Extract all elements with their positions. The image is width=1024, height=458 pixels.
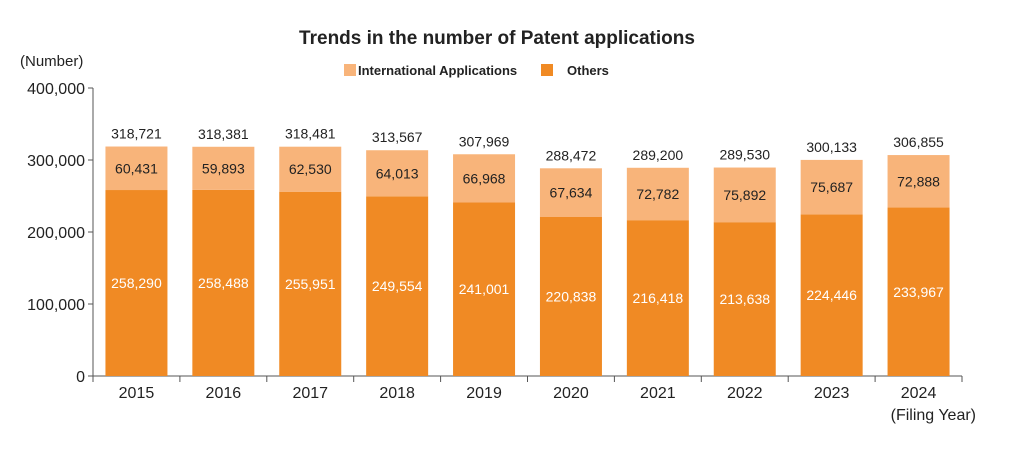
international-value-label: 62,530	[289, 161, 332, 177]
bar-others-2018	[366, 196, 429, 376]
bar-international-2021	[626, 167, 689, 221]
others-value-label: 258,290	[111, 275, 162, 291]
total-value-label: 318,721	[111, 126, 162, 142]
bar-others-2024	[887, 207, 950, 376]
bar-international-2019	[453, 154, 516, 203]
bar-international-2018	[366, 150, 429, 197]
y-axis-unit-label: (Number)	[20, 53, 83, 70]
international-value-label: 67,634	[550, 185, 593, 201]
x-tick-label: 2017	[292, 385, 328, 402]
x-tick-label: 2018	[379, 385, 415, 402]
bar-international-2023	[800, 159, 863, 215]
bar-others-2023	[800, 214, 863, 376]
bar-international-2024	[887, 155, 950, 208]
total-value-label: 288,472	[546, 147, 597, 163]
international-value-label: 64,013	[376, 165, 419, 181]
bars	[105, 146, 950, 376]
bar-international-2020	[539, 168, 602, 217]
international-value-label: 72,782	[636, 186, 679, 202]
total-value-label: 318,381	[198, 126, 249, 142]
bar-others-2016	[192, 189, 255, 376]
x-tick-label: 2020	[553, 385, 589, 402]
total-value-label: 307,969	[459, 133, 510, 149]
legend-swatch-international	[344, 64, 356, 76]
y-tick-label: 100,000	[27, 297, 85, 314]
international-value-label: 60,431	[115, 160, 158, 176]
x-axis-label: (Filing Year)	[891, 407, 976, 424]
others-value-label: 258,488	[198, 275, 249, 291]
y-tick-label: 200,000	[27, 225, 85, 242]
x-tick-label: 2023	[814, 385, 850, 402]
chart-title: Trends in the number of Patent applicati…	[299, 28, 695, 49]
bar-international-2016	[192, 146, 255, 190]
legend: International Applications Others	[344, 63, 609, 78]
y-tick-label: 300,000	[27, 153, 85, 170]
others-value-label: 233,967	[893, 284, 944, 300]
others-value-label: 224,446	[806, 287, 857, 303]
bar-others-2015	[105, 190, 168, 376]
others-value-label: 213,638	[719, 291, 770, 307]
total-value-label: 289,200	[633, 147, 684, 163]
bar-international-2022	[713, 167, 776, 223]
international-value-label: 75,687	[810, 179, 853, 195]
total-value-label: 318,481	[285, 126, 336, 142]
total-value-label: 300,133	[806, 139, 857, 155]
legend-label-others: Others	[567, 63, 609, 78]
x-tick-label: 2021	[640, 385, 676, 402]
x-tick-label: 2024	[901, 385, 937, 402]
axes: 0 100,000 200,000 300,000 400,000	[27, 81, 963, 386]
others-value-label: 249,554	[372, 278, 423, 294]
bar-international-2015	[105, 146, 168, 191]
value-labels: 258,290 60,431 318,721 2015 258,488 59,893 318…	[111, 126, 944, 402]
total-value-label: 289,530	[719, 147, 770, 163]
others-value-label: 255,951	[285, 276, 336, 292]
x-tick-label: 2019	[466, 385, 502, 402]
international-value-label: 75,892	[723, 187, 766, 203]
total-value-label: 306,855	[893, 134, 944, 150]
international-value-label: 66,968	[463, 170, 506, 186]
bar-international-2017	[279, 146, 342, 192]
x-tick-label: 2016	[206, 385, 242, 402]
international-value-label: 59,893	[202, 160, 245, 176]
others-value-label: 220,838	[546, 288, 597, 304]
y-tick-label: 0	[76, 369, 85, 386]
others-value-label: 241,001	[459, 281, 510, 297]
x-tick-label: 2015	[119, 385, 155, 402]
x-tick-label: 2022	[727, 385, 763, 402]
y-tick-label: 400,000	[27, 81, 85, 98]
international-value-label: 72,888	[897, 173, 940, 189]
bar-others-2019	[453, 202, 516, 376]
legend-label-international: International Applications	[358, 63, 517, 78]
others-value-label: 216,418	[633, 290, 684, 306]
bar-others-2020	[539, 216, 602, 376]
bar-others-2017	[279, 191, 342, 376]
bar-others-2021	[626, 220, 689, 376]
legend-swatch-others	[541, 64, 553, 76]
bar-others-2022	[713, 222, 776, 376]
total-value-label: 313,567	[372, 129, 423, 145]
